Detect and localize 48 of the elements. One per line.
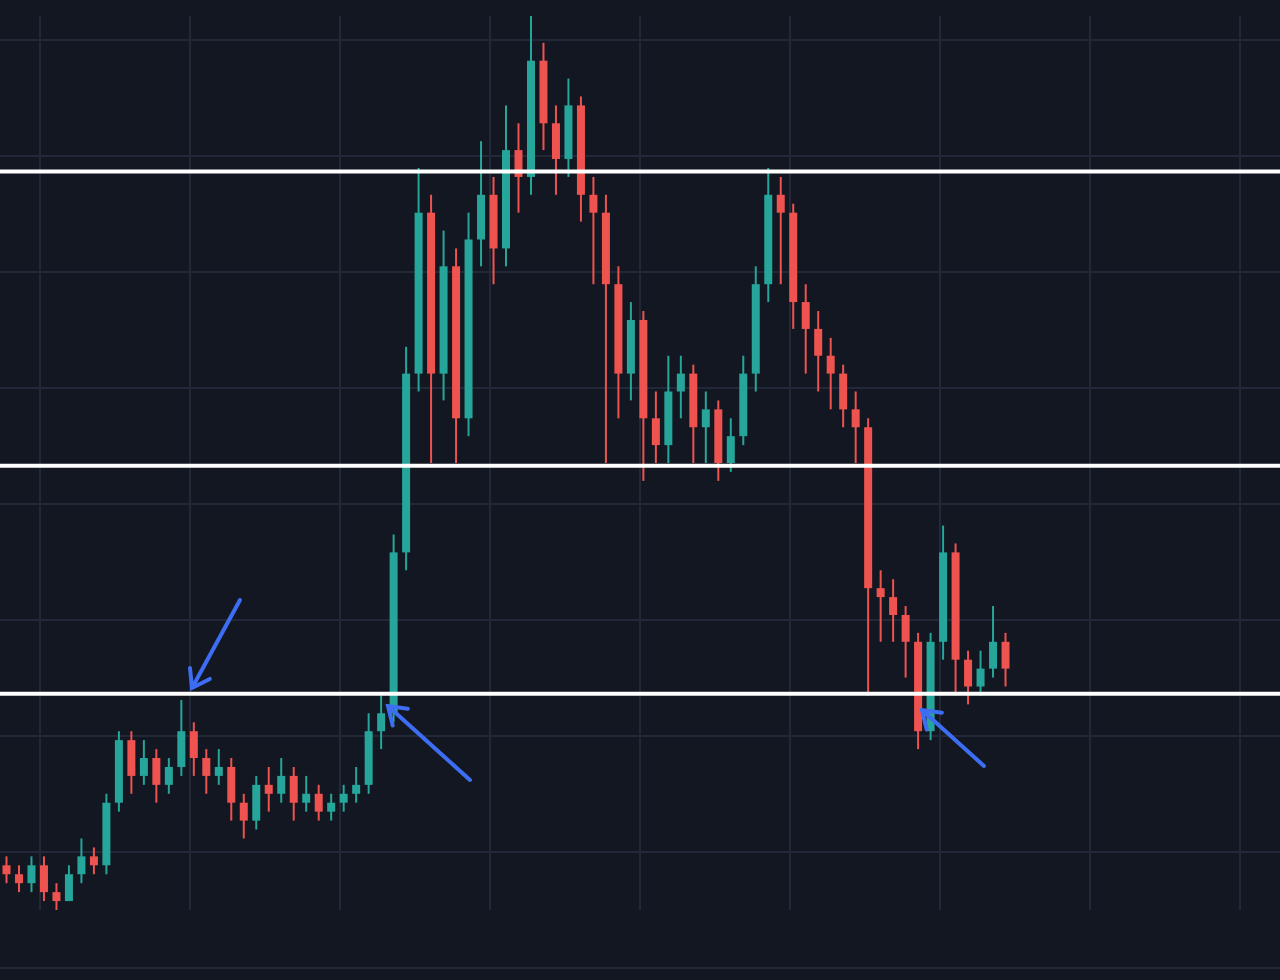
candlestick xyxy=(14,864,23,894)
candlestick xyxy=(77,837,86,885)
candlestick xyxy=(39,855,48,903)
candlestick xyxy=(352,765,361,804)
candlestick xyxy=(964,649,973,706)
candlestick xyxy=(202,748,211,795)
candlestick xyxy=(901,605,910,679)
candlestick xyxy=(52,882,61,910)
candlestick xyxy=(139,739,148,786)
candlestick xyxy=(701,390,710,464)
candlestick xyxy=(302,774,311,813)
candlestick xyxy=(127,730,136,795)
candlestick xyxy=(814,310,823,393)
candlestick xyxy=(27,855,36,894)
candlestick xyxy=(189,721,198,777)
candlestick xyxy=(2,855,11,885)
candlestick xyxy=(851,390,860,464)
candlestick xyxy=(826,336,835,411)
candlestick xyxy=(89,846,98,876)
candlestick xyxy=(839,363,848,429)
candlestick xyxy=(876,569,885,643)
candlestick xyxy=(289,765,298,822)
candlestick xyxy=(989,605,998,679)
candlestick xyxy=(327,792,336,822)
candlestick xyxy=(214,748,223,786)
candlestick xyxy=(339,783,348,813)
candlestick xyxy=(314,783,323,822)
candlestick xyxy=(64,864,73,903)
candlestick xyxy=(1001,631,1010,688)
candlestick xyxy=(776,175,785,286)
candlestick xyxy=(589,175,598,286)
candlestick xyxy=(889,578,898,643)
candlestick xyxy=(227,757,236,822)
candlestick xyxy=(976,649,985,697)
candlestick xyxy=(152,748,161,804)
candlestick xyxy=(551,104,560,196)
candlestick xyxy=(164,757,173,795)
candlestick xyxy=(801,283,810,375)
candlestick xyxy=(377,694,386,751)
candlestick xyxy=(239,792,248,840)
candlestick xyxy=(651,390,660,464)
candlestick xyxy=(277,757,286,804)
candlestick xyxy=(676,354,685,420)
candlestick xyxy=(477,140,486,268)
candlestick xyxy=(252,774,261,831)
candlestick xyxy=(264,765,273,813)
candlestick xyxy=(177,698,186,777)
candlestick xyxy=(726,417,735,473)
